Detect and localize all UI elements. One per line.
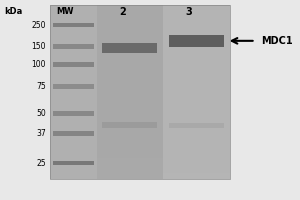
Bar [163,126,230,129]
Bar [163,123,230,126]
Text: 50: 50 [36,109,46,118]
Bar [97,132,163,135]
Bar [163,135,230,137]
Bar [163,132,230,135]
Bar [163,5,230,179]
Text: MDC1: MDC1 [261,36,293,46]
Text: 75: 75 [36,82,46,91]
Bar [53,111,94,116]
Bar [97,126,163,129]
Bar [163,170,230,173]
Bar [163,143,230,146]
Text: 250: 250 [32,21,46,30]
Bar [53,84,94,89]
Bar [163,155,230,158]
Bar [97,155,163,158]
Bar [97,129,163,132]
Bar [163,176,230,179]
Bar [103,122,158,128]
Text: 100: 100 [32,60,46,69]
Bar [50,5,97,179]
Bar [97,161,163,164]
Bar [97,120,163,123]
Bar [163,140,230,143]
Bar [97,149,163,152]
Bar [50,5,230,179]
Text: 150: 150 [32,42,46,51]
Bar [163,152,230,155]
Text: kDa: kDa [4,7,22,16]
Text: 2: 2 [119,7,126,17]
Bar [97,167,163,170]
Bar [97,164,163,167]
Bar [163,146,230,149]
Bar [163,173,230,176]
Bar [53,44,94,49]
Bar [169,123,224,128]
Text: 25: 25 [37,159,46,168]
Bar [53,23,94,27]
Bar [163,129,230,132]
Bar [53,131,94,136]
Bar [97,170,163,173]
Bar [169,35,224,47]
Bar [97,135,163,137]
Bar [163,120,230,123]
Bar [97,176,163,179]
Bar [97,152,163,155]
Text: MW: MW [56,7,74,16]
Bar [97,140,163,143]
Bar [97,158,163,161]
Bar [163,149,230,152]
Bar [163,158,230,161]
Bar [97,146,163,149]
Bar [163,164,230,167]
Bar [97,5,163,179]
Bar [53,62,94,67]
Bar [53,161,94,165]
Bar [97,137,163,140]
Bar [50,5,230,179]
Bar [163,137,230,140]
Bar [103,43,158,53]
Text: 3: 3 [186,7,193,17]
Bar [97,143,163,146]
Bar [163,161,230,164]
Bar [97,123,163,126]
Bar [163,167,230,170]
Bar [97,173,163,176]
Text: 37: 37 [36,129,46,138]
